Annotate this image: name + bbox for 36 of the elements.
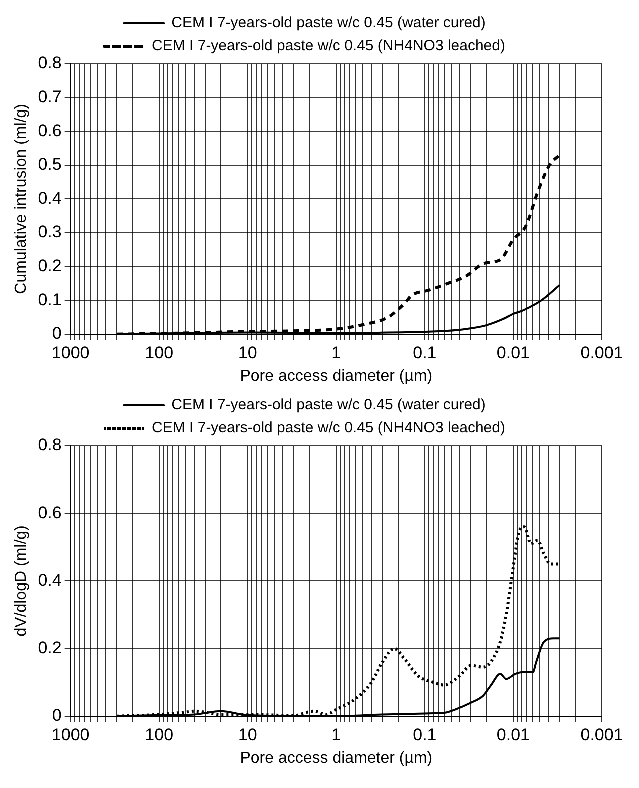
- x-tick-label: 0.01: [496, 725, 530, 744]
- y-tick-label: 0: [52, 324, 62, 344]
- y-tick-label: 0.6: [38, 503, 62, 522]
- x-tick-label: 10: [238, 725, 258, 744]
- x-tick-label: 1000: [52, 343, 90, 362]
- y-axis-title: Cumulative intrusion (ml/g): [13, 104, 30, 294]
- y-axis-title: dV/dlogD (ml/g): [13, 526, 30, 637]
- y-tick-label: 0.1: [38, 290, 62, 310]
- x-tick-label: 0.1: [413, 725, 437, 744]
- legend-label: CEM I 7-years-old paste w/c 0.45 (NH4NO3 leached): [152, 420, 506, 437]
- y-tick-label: 0.4: [38, 570, 62, 590]
- x-tick-label: 100: [145, 343, 174, 362]
- y-tick-label: 0.2: [38, 638, 62, 658]
- x-tick-label: 10: [238, 343, 258, 362]
- x-tick-label: 0.001: [580, 343, 624, 362]
- y-tick-label: 0.2: [38, 256, 62, 276]
- y-tick-label: 0.4: [38, 188, 62, 208]
- x-tick-label: 1: [332, 343, 342, 362]
- x-axis-title: Pore access diameter (µm): [240, 368, 433, 385]
- x-axis-title: Pore access diameter (µm): [240, 750, 433, 767]
- y-tick-label: 0.6: [38, 121, 62, 140]
- legend-label: CEM I 7-years-old paste w/c 0.45 (water cured): [172, 14, 486, 32]
- x-tick-label: 100: [145, 725, 174, 744]
- legend-label: CEM I 7-years-old paste w/c 0.45 (water cured): [172, 396, 486, 414]
- y-tick-label: 0.3: [38, 222, 62, 242]
- x-tick-label: 0.01: [496, 343, 530, 362]
- x-tick-label: 0.1: [413, 343, 437, 362]
- y-tick-label: 0: [52, 706, 62, 726]
- y-tick-label: 0.5: [38, 155, 62, 174]
- x-tick-label: 1: [332, 725, 342, 744]
- y-tick-label: 0.8: [38, 436, 62, 455]
- x-tick-label: 1000: [52, 725, 90, 744]
- y-tick-label: 0.8: [38, 54, 62, 73]
- legend-label: CEM I 7-years-old paste w/c 0.45 (NH4NO3 leached): [152, 38, 506, 55]
- y-tick-label: 0.7: [38, 87, 62, 106]
- x-tick-label: 0.001: [580, 725, 624, 744]
